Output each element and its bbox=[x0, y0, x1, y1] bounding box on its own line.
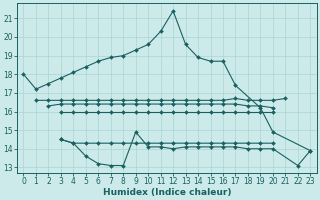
X-axis label: Humidex (Indice chaleur): Humidex (Indice chaleur) bbox=[103, 188, 231, 197]
